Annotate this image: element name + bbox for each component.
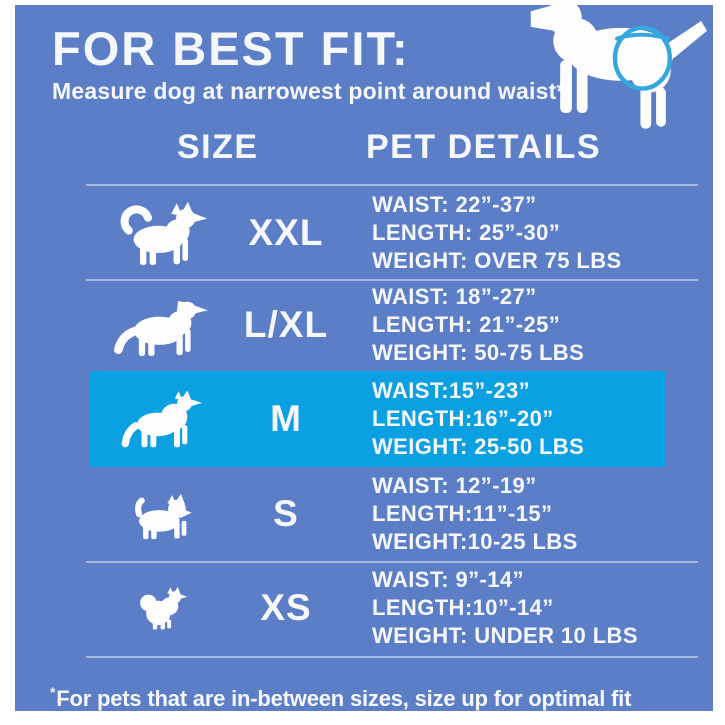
dog-icon-cell [98,279,222,371]
retriever-dog-icon [114,300,208,356]
divider [86,184,698,186]
collie-dog-icon [121,390,203,448]
footnote-text: For pets that are in-between sizes, size… [56,686,632,711]
length-spec: LENGTH: 21”-25” [372,312,561,337]
dog-icon-cell [98,560,222,656]
page-title: FOR BEST FIT: [52,22,410,75]
weight-spec: WEIGHT: 25-50 LBS [372,434,585,459]
length-spec: LENGTH:16”-20” [372,406,554,431]
pet-details-cell: WAIST:15”-23” LENGTH:16”-20” WEIGHT: 25-… [372,377,584,461]
size-label: L/XL [243,304,329,345]
waist-spec: WAIST:15”-23” [372,378,531,403]
pet-details-cell: WAIST: 9”-14” LENGTH:10”-14” WEIGHT: UND… [372,566,638,650]
dog-wearing-diaper-icon [530,0,707,129]
divider [86,279,698,281]
waist-spec: WAIST: 22”-37” [372,191,537,217]
pomeranian-dog-icon [140,586,188,630]
waist-spec: WAIST: 9”-14” [372,567,524,592]
husky-dog-icon [120,201,208,265]
size-label: M [270,398,302,439]
footnote-marker: * [50,684,56,700]
weight-spec: WEIGHT:10-25 LBS [372,528,578,554]
weight-spec: WEIGHT: UNDER 10 LBS [372,623,638,648]
pet-details-cell: WAIST: 18”-27” LENGTH: 21”-25” WEIGHT: 5… [372,283,584,367]
dog-icon-cell [98,371,222,467]
measure-instruction: Measure dog at narrowest point around wa… [52,78,566,104]
waist-spec: WAIST: 12”-19” [372,472,537,498]
weight-spec: WEIGHT: 50-75 LBS [372,340,585,365]
table-row-xs: XS WAIST: 9”-14” LENGTH:10”-14” WEIGHT: … [90,560,665,656]
dog-icon-cell [98,186,222,279]
column-header-details: PET DETAILS [366,128,601,166]
footnote: *For pets that are in-between sizes, siz… [50,684,631,712]
size-label: XXL [248,211,324,253]
divider [86,561,698,563]
pet-details-cell: WAIST: 12”-19” LENGTH:11”-15” WEIGHT:10-… [372,472,578,556]
waist-spec: WAIST: 18”-27” [372,284,537,309]
column-header-size: SIZE [177,128,259,166]
dog-icon-cell [98,467,222,560]
size-label: XS [260,587,312,628]
divider [86,656,698,658]
terrier-dog-icon [135,493,192,540]
table-row-m-highlighted: M WAIST:15”-23” LENGTH:16”-20” WEIGHT: 2… [90,371,665,467]
length-spec: LENGTH:10”-14” [372,595,554,620]
length-spec: LENGTH:11”-15” [372,500,553,526]
pet-details-cell: WAIST: 22”-37” LENGTH: 25”-30” WEIGHT: O… [372,191,622,275]
chart-panel [15,5,713,711]
size-label: S [273,492,299,534]
table-row-lxl: L/XL WAIST: 18”-27” LENGTH: 21”-25” WEIG… [90,279,665,371]
table-row-s: S WAIST: 12”-19” LENGTH:11”-15” WEIGHT:1… [90,467,665,560]
weight-spec: WEIGHT: OVER 75 LBS [372,247,622,273]
length-spec: LENGTH: 25”-30” [372,219,561,245]
table-row-xxl: XXL WAIST: 22”-37” LENGTH: 25”-30” WEIGH… [90,186,665,279]
